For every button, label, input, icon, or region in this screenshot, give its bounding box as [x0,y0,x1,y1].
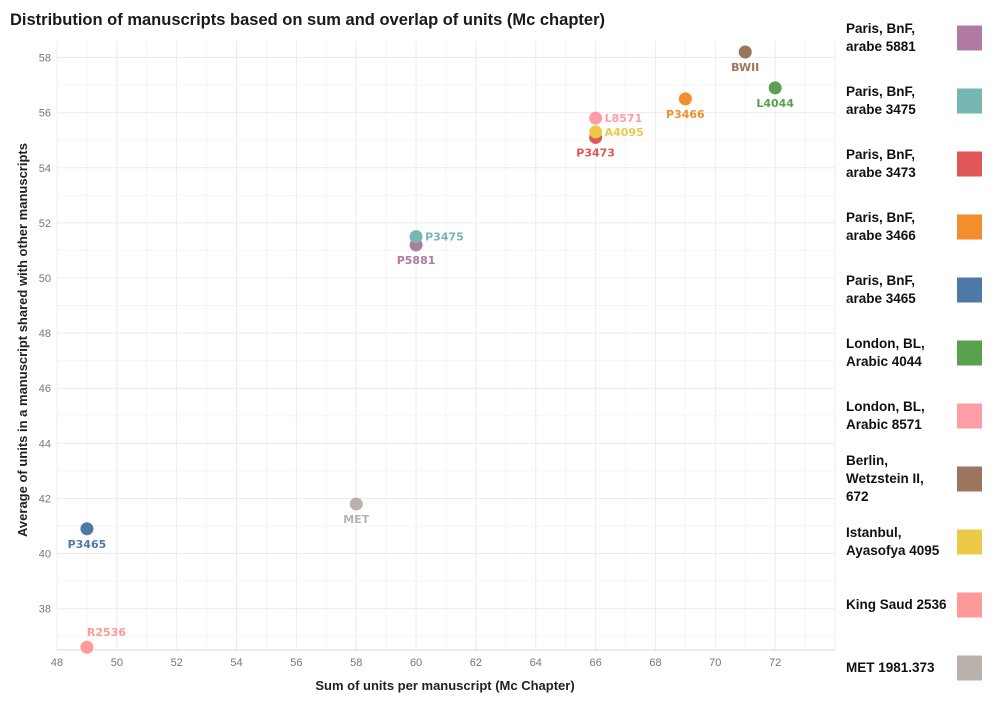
x-tick-label: 60 [410,657,422,669]
y-axis-title: Average of units in a manuscript shared … [15,143,30,537]
legend-swatch [957,151,982,177]
y-tick-label: 58 [39,53,51,65]
legend-item[interactable]: London, BL, Arabic 8571 [846,396,986,436]
x-tick-label: 54 [230,657,242,669]
data-label-r2536: R2536 [87,626,126,639]
legend-swatch [957,403,982,429]
y-tick-label: 44 [39,438,51,450]
y-tick-label: 40 [39,549,51,561]
data-label-p3473: P3473 [576,146,615,159]
legend-label: Paris, BnF, arabe 3465 [846,273,916,306]
data-point-bwii [738,45,752,59]
x-tick-label: 50 [111,657,123,669]
x-tick-label: 56 [290,657,302,669]
data-point-p3475 [409,230,423,244]
data-point-r2536 [80,640,94,654]
data-label-a4095: A4095 [605,126,644,139]
y-tick-label: 48 [39,328,51,340]
x-tick-label: 62 [470,657,482,669]
data-label-bwii: BWII [731,61,759,74]
legend-swatch [957,529,982,555]
y-tick-label: 56 [39,108,51,120]
legend-item[interactable]: Paris, BnF, arabe 3475 [846,81,986,121]
legend-item[interactable]: Paris, BnF, arabe 3466 [846,207,986,247]
legend-swatch [957,340,982,366]
legend-swatch [957,592,982,618]
legend-label: King Saud 2536 [846,597,947,612]
legend-swatch [957,655,982,681]
legend-swatch [957,214,982,240]
data-label-p3466: P3466 [666,108,705,121]
y-axis-ticks: 38 40 42 44 46 48 50 52 54 56 58 [39,53,51,616]
y-tick-label: 46 [39,383,51,395]
legend-label: London, BL, Arabic 8571 [846,399,925,432]
data-label-met: MET [343,513,369,526]
data-point-a4095 [589,125,603,139]
x-axis-ticks: 48 50 52 54 56 58 60 62 64 66 68 70 72 [51,657,781,669]
grid [56,41,836,651]
legend-label: Berlin, Wetzstein II, 672 [846,453,924,504]
data-label-p3475: P3475 [425,231,464,244]
legend-swatch [957,25,982,51]
x-axis-title: Sum of units per manuscript (Mc Chapter) [315,678,574,693]
data-point-p3465 [80,522,94,536]
legend-label: Paris, BnF, arabe 3466 [846,210,916,243]
legend-item[interactable]: Paris, BnF, arabe 5881 [846,18,986,58]
y-tick-label: 52 [39,218,51,230]
y-tick-label: 42 [39,493,51,505]
x-tick-label: 52 [171,657,183,669]
legend-label: Istanbul, Ayasofya 4095 [846,525,940,558]
data-point-met [349,497,363,511]
data-point-p3466 [678,92,692,106]
legend-label: Paris, BnF, arabe 3473 [846,147,916,180]
y-tick-label: 38 [39,604,51,616]
data-point-l8571 [589,111,603,125]
data-label-l4044: L4044 [756,97,794,110]
legend-item[interactable]: London, BL, Arabic 4044 [846,333,986,373]
legend-item[interactable]: Paris, BnF, arabe 3465 [846,270,986,310]
legend-item[interactable]: Istanbul, Ayasofya 4095 [846,522,986,562]
legend-item[interactable]: Berlin, Wetzstein II, 672 [846,453,986,504]
data-label-l8571: L8571 [605,112,643,125]
x-tick-label: 66 [589,657,601,669]
x-tick-label: 70 [709,657,721,669]
legend-label: London, BL, Arabic 4044 [846,336,925,369]
x-tick-label: 68 [649,657,661,669]
legend-label: Paris, BnF, arabe 3475 [846,84,916,117]
legend-label: MET 1981.373 [846,660,935,675]
x-tick-label: 58 [350,657,362,669]
x-tick-label: 64 [530,657,542,669]
x-tick-label: 72 [769,657,781,669]
legend-item[interactable]: Paris, BnF, arabe 3473 [846,144,986,184]
legend-swatch [957,88,982,114]
legend-swatch [957,466,982,492]
legend-swatch [957,277,982,303]
scatter-plot: 48 50 52 54 56 58 60 62 64 66 68 70 72 38 40 42 44 46 48 5… [15,41,836,693]
legend-item[interactable]: MET 1981.373 [846,648,986,688]
data-point-l4044 [768,81,782,95]
y-tick-label: 50 [39,273,51,285]
legend-label: Paris, BnF, arabe 5881 [846,21,916,54]
x-tick-label: 48 [51,657,63,669]
data-label-p3465: P3465 [68,538,107,551]
legend-item[interactable]: King Saud 2536 [846,585,986,625]
point-labels: P5881 P3475 P3473 P3466 P3465 L4044 L8571 BWII A… [68,61,795,639]
chart-title: Distribution of manuscripts based on sum… [10,11,605,29]
data-points [80,45,782,654]
y-tick-label: 54 [39,163,51,175]
data-label-p5881: P5881 [397,254,436,267]
